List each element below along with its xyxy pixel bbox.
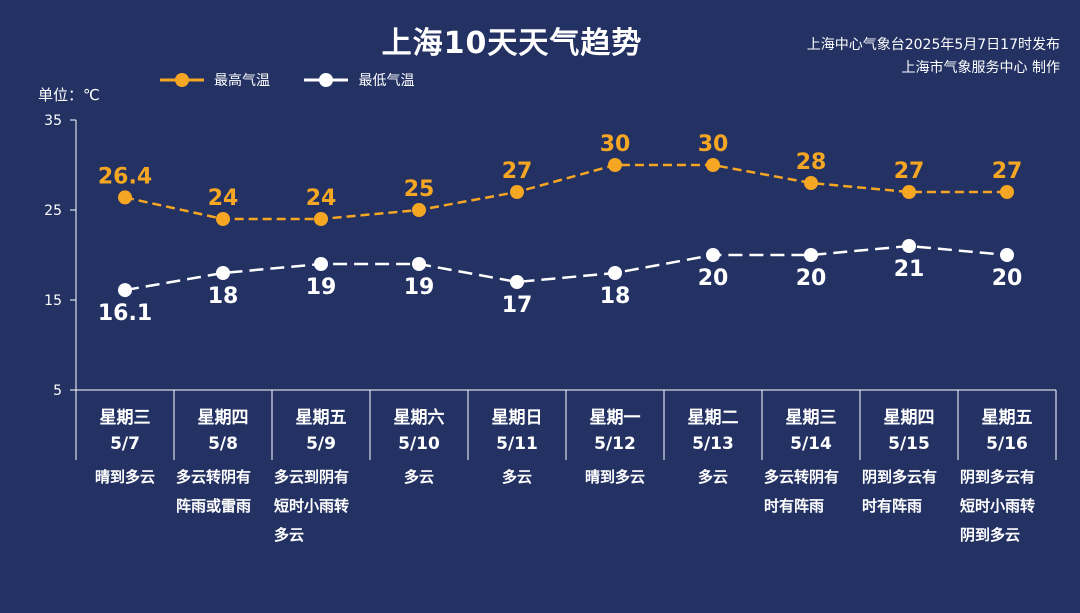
high-temp-label: 28 (796, 150, 827, 175)
low-temp-label: 19 (404, 275, 435, 300)
low-temp-point (412, 257, 426, 271)
day-header: 星期二 5/13 (664, 403, 762, 454)
day-weather-desc: 多云到阴有 短时小雨转 多云 (274, 468, 350, 544)
low-temp-line (124, 244, 1008, 292)
low-temp-point (510, 275, 524, 289)
day-date: 5/15 (888, 434, 930, 454)
low-temp-point (216, 266, 230, 280)
high-temp-line (124, 163, 1007, 221)
high-temp-point (902, 185, 916, 199)
low-temp-label: 16.1 (98, 301, 152, 326)
day-date: 5/12 (594, 434, 636, 454)
day-weather-desc: 多云 (697, 468, 728, 486)
day-weather-desc: 晴到多云 (584, 468, 645, 486)
high-temp-label: 27 (992, 159, 1023, 184)
low-temp-label: 20 (698, 266, 729, 291)
day-weekday: 星期四 (197, 408, 249, 428)
low-temp-point (608, 266, 622, 280)
high-temp-point (216, 212, 230, 226)
high-temp-point (706, 158, 720, 172)
legend-low-marker-icon (304, 73, 349, 87)
low-temp-label: 18 (208, 284, 239, 309)
day-weather-desc: 多云 (403, 468, 434, 486)
high-temp-point (412, 203, 426, 217)
day-header: 星期五 5/16 (958, 403, 1056, 454)
high-temp-label: 24 (208, 186, 239, 211)
legend-high-marker-icon (160, 73, 204, 87)
day-date: 5/8 (208, 434, 238, 454)
high-temp-label: 24 (306, 186, 337, 211)
legend-low-label: 最低气温 (358, 73, 415, 89)
low-temp-label: 20 (992, 266, 1023, 291)
day-weekday: 星期五 (981, 408, 1033, 428)
day-weather-desc: 多云转阴有 时有阵雨 (764, 468, 840, 515)
day-weekday: 星期六 (393, 408, 445, 428)
high-temp-point (118, 190, 132, 205)
low-temp-label: 21 (894, 257, 925, 282)
high-temp-point (608, 158, 622, 172)
low-temp-label: 19 (306, 275, 337, 300)
day-weather-desc: 多云 (501, 468, 532, 486)
day-header: 星期四 5/8 (174, 403, 272, 454)
day-weekday: 星期一 (589, 408, 641, 428)
low-temp-point (902, 239, 916, 253)
legend-high-label: 最高气温 (214, 73, 270, 89)
day-weather-desc: 多云转阴有 阵雨或雷雨 (176, 468, 252, 515)
source-info: 上海中心气象台2025年5月7日17时发布 上海市气象服务中心 制作 (807, 34, 1060, 80)
y-tick-label: 5 (53, 383, 62, 399)
day-header: 星期三 5/14 (762, 403, 860, 454)
chart-title: 上海10天天气趋势 (381, 26, 643, 61)
day-header: 星期六 5/10 (370, 403, 468, 454)
day-weather-desc: 晴到多云 (94, 468, 155, 486)
y-tick-label: 25 (44, 203, 62, 219)
low-temp-point (314, 257, 328, 271)
day-date: 5/16 (986, 434, 1028, 454)
day-header: 星期三 5/7 (76, 403, 174, 454)
legend-item-high: 最高气温 (160, 70, 270, 90)
high-temp-label: 30 (698, 132, 729, 157)
high-temp-label: 26.4 (98, 164, 152, 189)
legend: 最高气温 最低气温 (160, 70, 444, 92)
day-header: 星期四 5/15 (860, 403, 958, 454)
day-date: 5/10 (398, 434, 440, 454)
day-date: 5/13 (692, 434, 734, 454)
high-temp-label: 30 (600, 132, 631, 157)
day-date: 5/7 (110, 434, 140, 454)
low-temp-point (1000, 248, 1014, 262)
day-weekday: 星期三 (99, 408, 151, 428)
low-temp-point (706, 248, 720, 262)
day-header: 星期一 5/12 (566, 403, 664, 454)
low-temp-label: 18 (600, 284, 631, 309)
legend-item-low: 最低气温 (304, 70, 414, 90)
source-line-2: 上海市气象服务中心 制作 (901, 60, 1060, 76)
day-weekday: 星期四 (883, 408, 935, 428)
unit-label: 单位：℃ (38, 86, 100, 104)
high-temp-point (1000, 185, 1014, 199)
low-temp-label: 20 (796, 266, 827, 291)
high-temp-point (510, 185, 524, 199)
low-temp-label: 17 (502, 293, 533, 318)
y-tick-label: 15 (44, 293, 62, 309)
low-temp-point (804, 248, 818, 262)
high-temp-point (314, 212, 328, 226)
high-temp-label: 25 (404, 177, 435, 202)
high-temp-point (804, 176, 818, 190)
day-weekday: 星期日 (491, 408, 543, 428)
source-line-1: 上海中心气象台2025年5月7日17时发布 (806, 37, 1060, 53)
high-temp-label: 27 (894, 159, 925, 184)
day-date: 5/11 (496, 434, 538, 454)
day-weekday: 星期五 (295, 408, 347, 428)
day-header: 星期五 5/9 (272, 403, 370, 454)
day-weekday: 星期二 (687, 408, 739, 428)
day-weekday: 星期三 (785, 408, 837, 428)
day-date: 5/14 (790, 434, 832, 454)
high-temp-label: 27 (502, 159, 533, 184)
day-header: 星期日 5/11 (468, 403, 566, 454)
day-weather-desc: 阴到多云有 短时小雨转 阴到多云 (960, 468, 1036, 544)
day-date: 5/9 (306, 434, 336, 454)
low-temp-point (118, 283, 132, 298)
y-tick-label: 35 (44, 113, 62, 129)
day-weather-desc: 阴到多云有 时有阵雨 (862, 468, 938, 515)
